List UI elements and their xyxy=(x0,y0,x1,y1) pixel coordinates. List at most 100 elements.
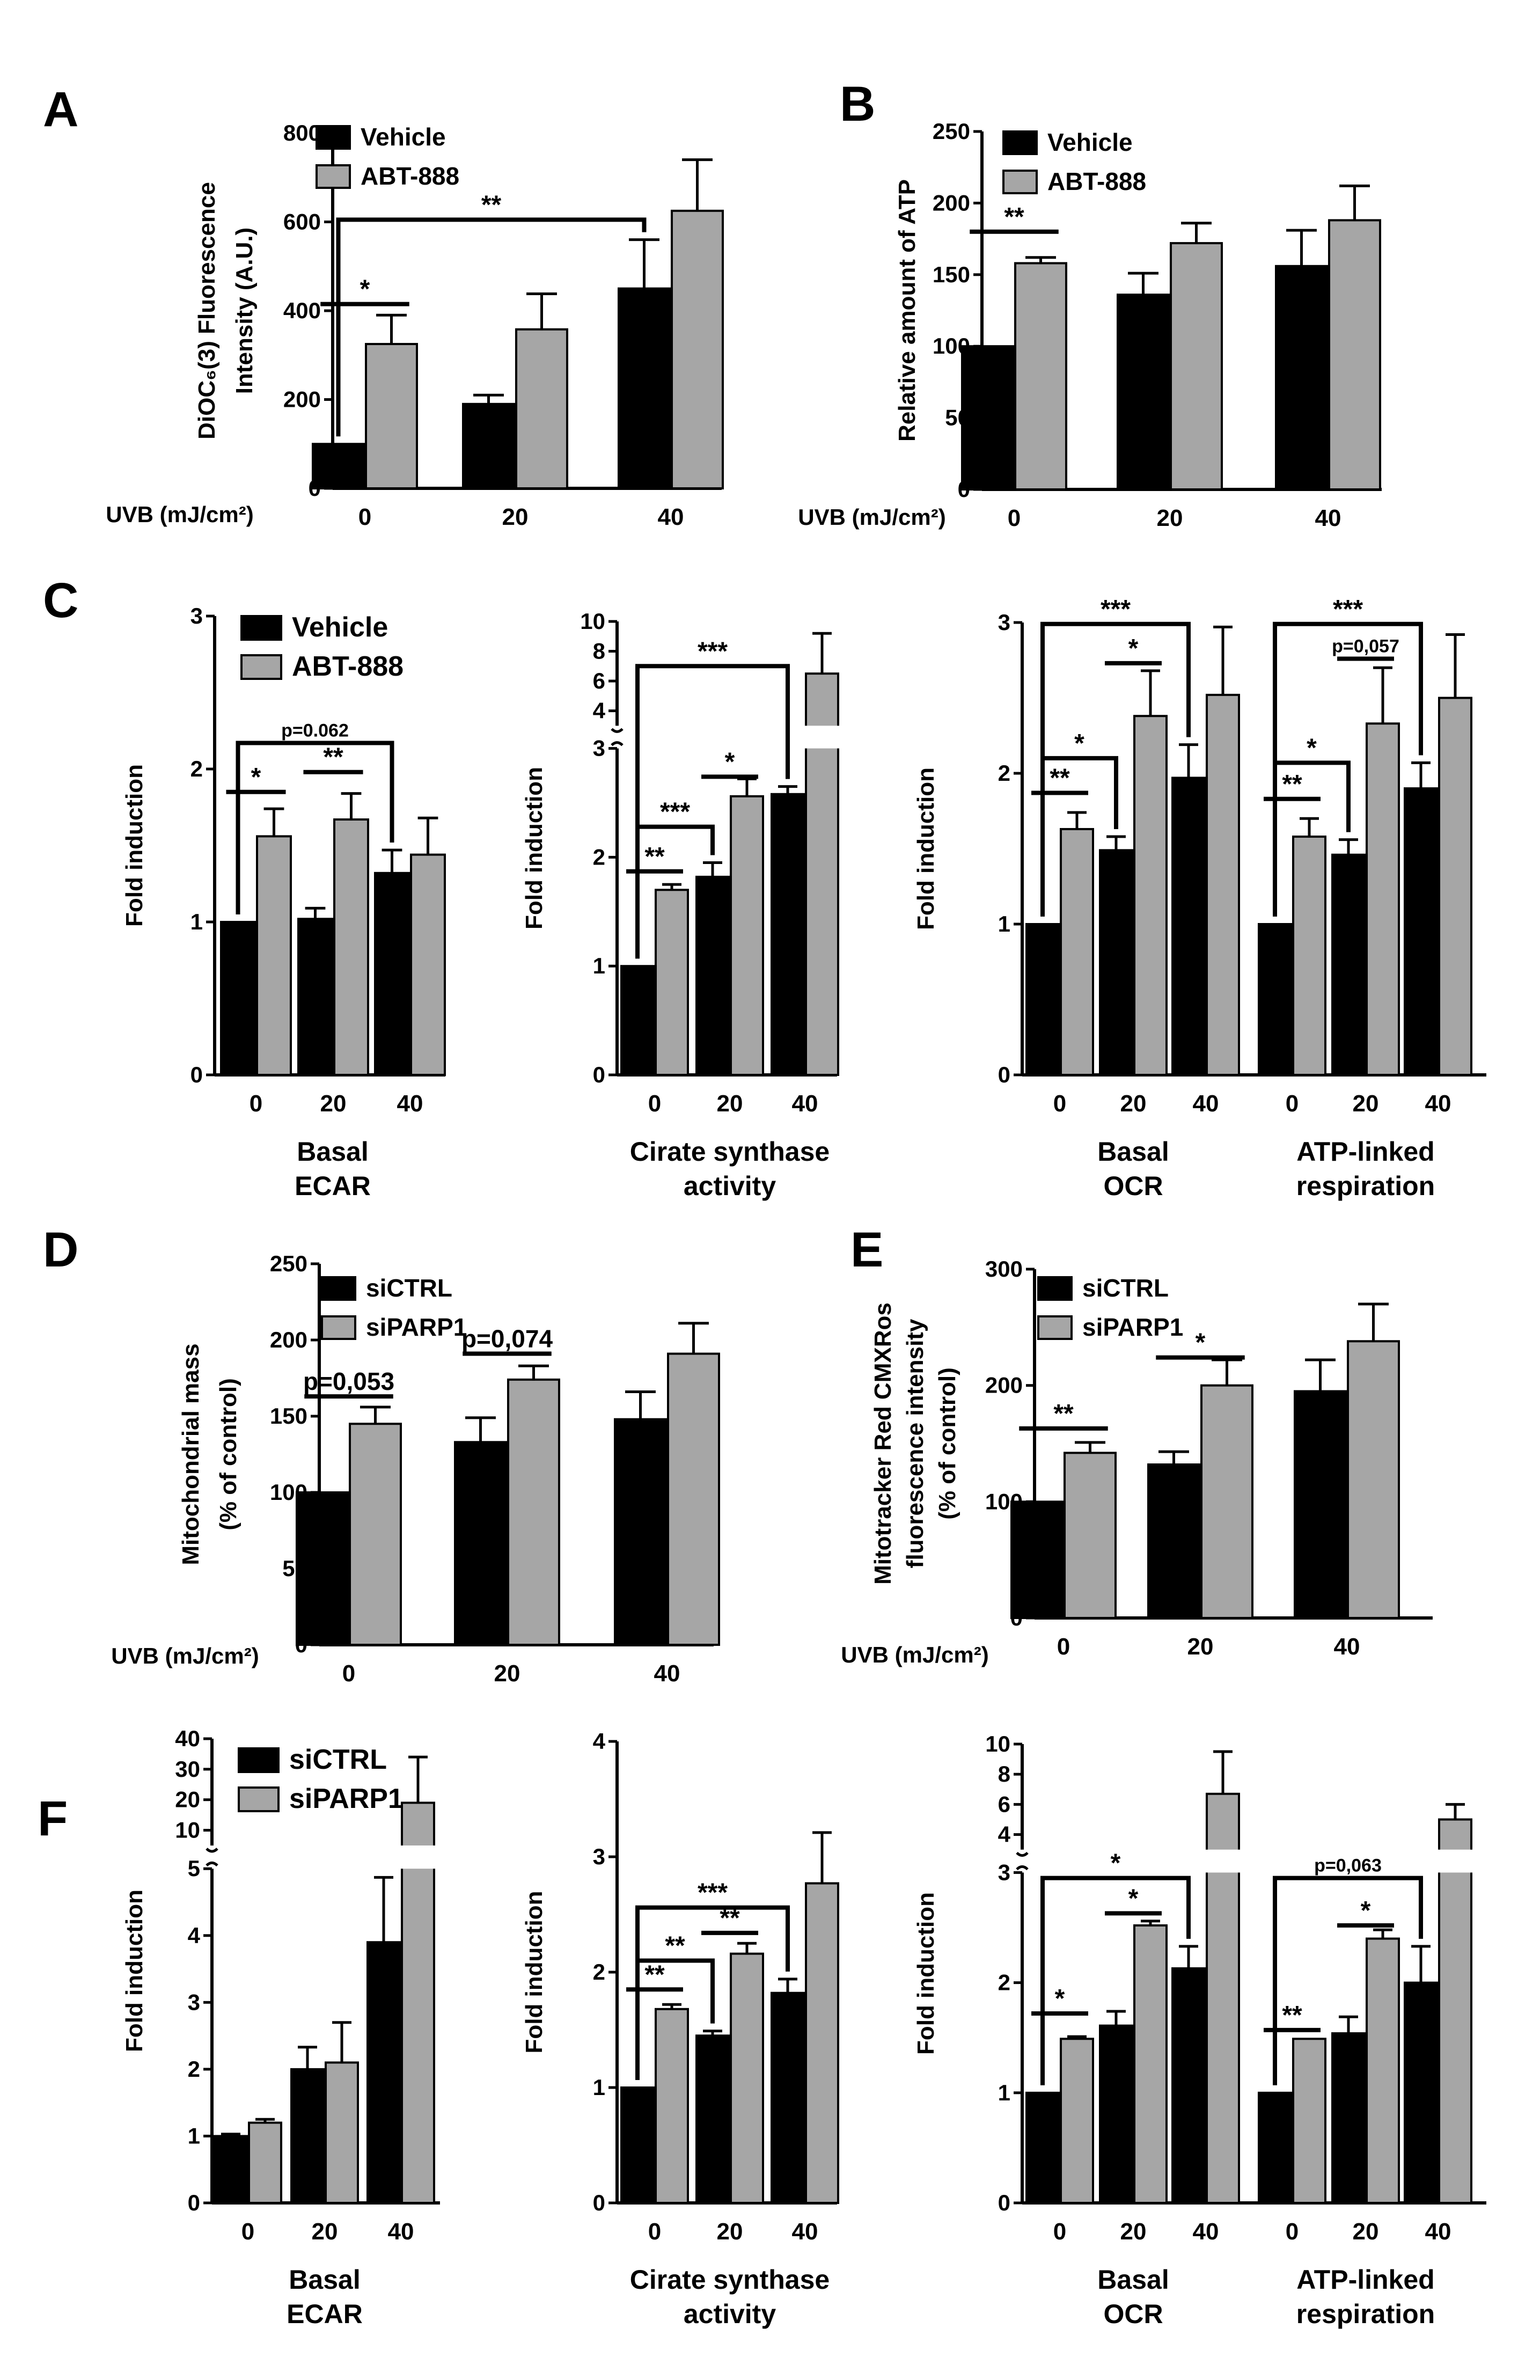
significance-bracket xyxy=(1273,1876,1423,2085)
legend-label: siCTRL xyxy=(289,1744,387,1775)
bar-abt-888-0 xyxy=(655,889,689,1076)
x-axis-label: UVB (mJ/cm²) xyxy=(111,1643,259,1668)
group-label: Basal xyxy=(1097,2265,1169,2295)
y-axis-label: Mitochondrial mass xyxy=(178,1343,204,1565)
y-tick-label: 2 xyxy=(190,756,203,781)
panel-C-ocr-atp: 0 1 2 3 Fold induction 0 20 40 0 20 40 Basal OCR ATP-… xyxy=(913,595,1486,1201)
significance-label: *** xyxy=(698,1879,728,1907)
bar-vehicle-3 xyxy=(1258,923,1292,1076)
y-tick-label: 150 xyxy=(270,1403,307,1429)
significance-label: ** xyxy=(665,1932,685,1960)
y-axis-label: Intensity (A.U.) xyxy=(231,228,258,394)
significance-label: ** xyxy=(481,191,502,219)
y-tick-label: 1 xyxy=(188,2123,200,2148)
bar-abt-888-2 xyxy=(671,209,724,489)
bar-vehicle-1 xyxy=(462,402,515,490)
bar-sictrl-0 xyxy=(296,1491,349,1646)
bar-siparp1-5 xyxy=(1438,1818,1472,2205)
bar-abt-888-0 xyxy=(365,343,418,489)
y-tick-label: 6 xyxy=(593,668,605,693)
x-tick-label: 40 xyxy=(654,1660,680,1687)
y-tick-label: 3 xyxy=(593,1844,605,1869)
x-tick-label: 20 xyxy=(312,2218,338,2245)
y-axis-label: Fold induction xyxy=(121,1890,148,2052)
significance-bracket xyxy=(236,741,394,914)
y-tick-label: 6 xyxy=(998,1791,1010,1817)
bar-break-gap xyxy=(400,1845,436,1869)
bar-vehicle-2 xyxy=(374,872,410,1077)
y-tick-label: 200 xyxy=(270,1327,307,1352)
bar-siparp1-1 xyxy=(1200,1384,1253,1620)
x-tick-label: 40 xyxy=(397,1090,423,1117)
significance-label: * xyxy=(1055,1984,1065,2013)
x-tick-label: 40 xyxy=(1193,2218,1219,2245)
legend-label: Vehicle xyxy=(1047,128,1133,156)
y-tick-label: 8 xyxy=(998,1761,1010,1786)
significance-label: ** xyxy=(644,1960,665,1989)
significance-label: *** xyxy=(660,798,690,826)
significance-label: * xyxy=(1128,634,1139,663)
legend-label: Vehicle xyxy=(361,123,446,151)
axis-break-mark xyxy=(206,1861,218,1867)
y-tick-label: 2 xyxy=(998,1970,1010,1995)
significance-label: * xyxy=(251,763,261,792)
bar-sictrl-3 xyxy=(1258,2091,1292,2205)
panel-label: F xyxy=(38,1791,68,1846)
significance-label: ** xyxy=(1050,764,1070,793)
panel-F-ocr-atp: 0 1 2 3 4 6 8 10 Fold induction 0 20 40 0 20 40 Basal OC… xyxy=(913,1731,1486,2329)
significance-label: p=0,074 xyxy=(461,1325,553,1353)
x-axis-label: ECAR xyxy=(287,2299,363,2329)
legend-label: siCTRL xyxy=(366,1274,452,1302)
x-axis-label: UVB (mJ/cm²) xyxy=(106,502,253,527)
bar-siparp1-2 xyxy=(667,1352,720,1646)
axis-break-mark xyxy=(611,728,624,733)
legend-swatch xyxy=(238,1786,280,1812)
significance-label: * xyxy=(1111,1849,1121,1878)
bar-abt-888-1 xyxy=(515,328,568,489)
bar-vehicle-2 xyxy=(1275,265,1328,490)
significance-label: * xyxy=(360,275,370,304)
significance-bracket xyxy=(336,217,647,437)
panel-label: A xyxy=(43,82,78,137)
y-tick-label: 10 xyxy=(175,1818,200,1843)
x-tick-label: 0 xyxy=(1053,1090,1066,1117)
y-tick-label: 200 xyxy=(933,190,970,215)
y-tick-label: 0 xyxy=(998,1062,1010,1087)
y-tick-label: 1 xyxy=(190,909,203,934)
y-tick-label: 4 xyxy=(188,1923,201,1948)
bar-abt-888-5 xyxy=(1438,697,1472,1076)
x-tick-label: 40 xyxy=(388,2218,414,2245)
bar-vehicle-1 xyxy=(1099,849,1133,1077)
significance-bracket xyxy=(635,664,790,959)
group-label: respiration xyxy=(1296,2299,1435,2329)
y-axis-label: (% of control) xyxy=(934,1367,960,1520)
y-tick-label: 1 xyxy=(998,2080,1010,2105)
bar-abt-888-1 xyxy=(730,795,764,1077)
panel-F-citrate-synthase: 0 1 2 3 4 Fold induction 0 20 40 Cirate synthase a… xyxy=(521,1729,839,2329)
y-tick-label: 40 xyxy=(175,1726,200,1751)
y-axis-label: Fold induction xyxy=(521,1891,547,2053)
significance-label: p=0,063 xyxy=(1314,1856,1382,1876)
bar-vehicle-1 xyxy=(1117,294,1170,490)
panel-B: 050100150200250BRelative amount of ATP02… xyxy=(798,77,1382,531)
bar-vehicle-0 xyxy=(620,965,655,1076)
group-label: OCR xyxy=(1103,1171,1163,1201)
bar-sictrl-2 xyxy=(1294,1390,1347,1619)
bar-vehicle-2 xyxy=(618,287,671,489)
y-tick-label: 4 xyxy=(998,1822,1011,1847)
bar-vehicle-0 xyxy=(961,345,1014,490)
y-tick-label: 250 xyxy=(270,1251,307,1276)
group-label: respiration xyxy=(1296,1171,1435,1201)
significance-label: ** xyxy=(1053,1400,1074,1428)
y-tick-label: 200 xyxy=(283,387,321,412)
legend-label: ABT-888 xyxy=(361,162,459,190)
x-tick-label: 0 xyxy=(250,1090,262,1117)
significance-label: p=0.062 xyxy=(281,721,349,741)
significance-label: * xyxy=(1307,734,1317,762)
bar-abt-888-3 xyxy=(1292,836,1326,1077)
x-tick-label: 40 xyxy=(1193,1090,1219,1117)
bar-sictrl-2 xyxy=(1171,1967,1206,2205)
bar-break-gap xyxy=(1205,1849,1241,1873)
x-tick-label: 0 xyxy=(342,1660,355,1687)
